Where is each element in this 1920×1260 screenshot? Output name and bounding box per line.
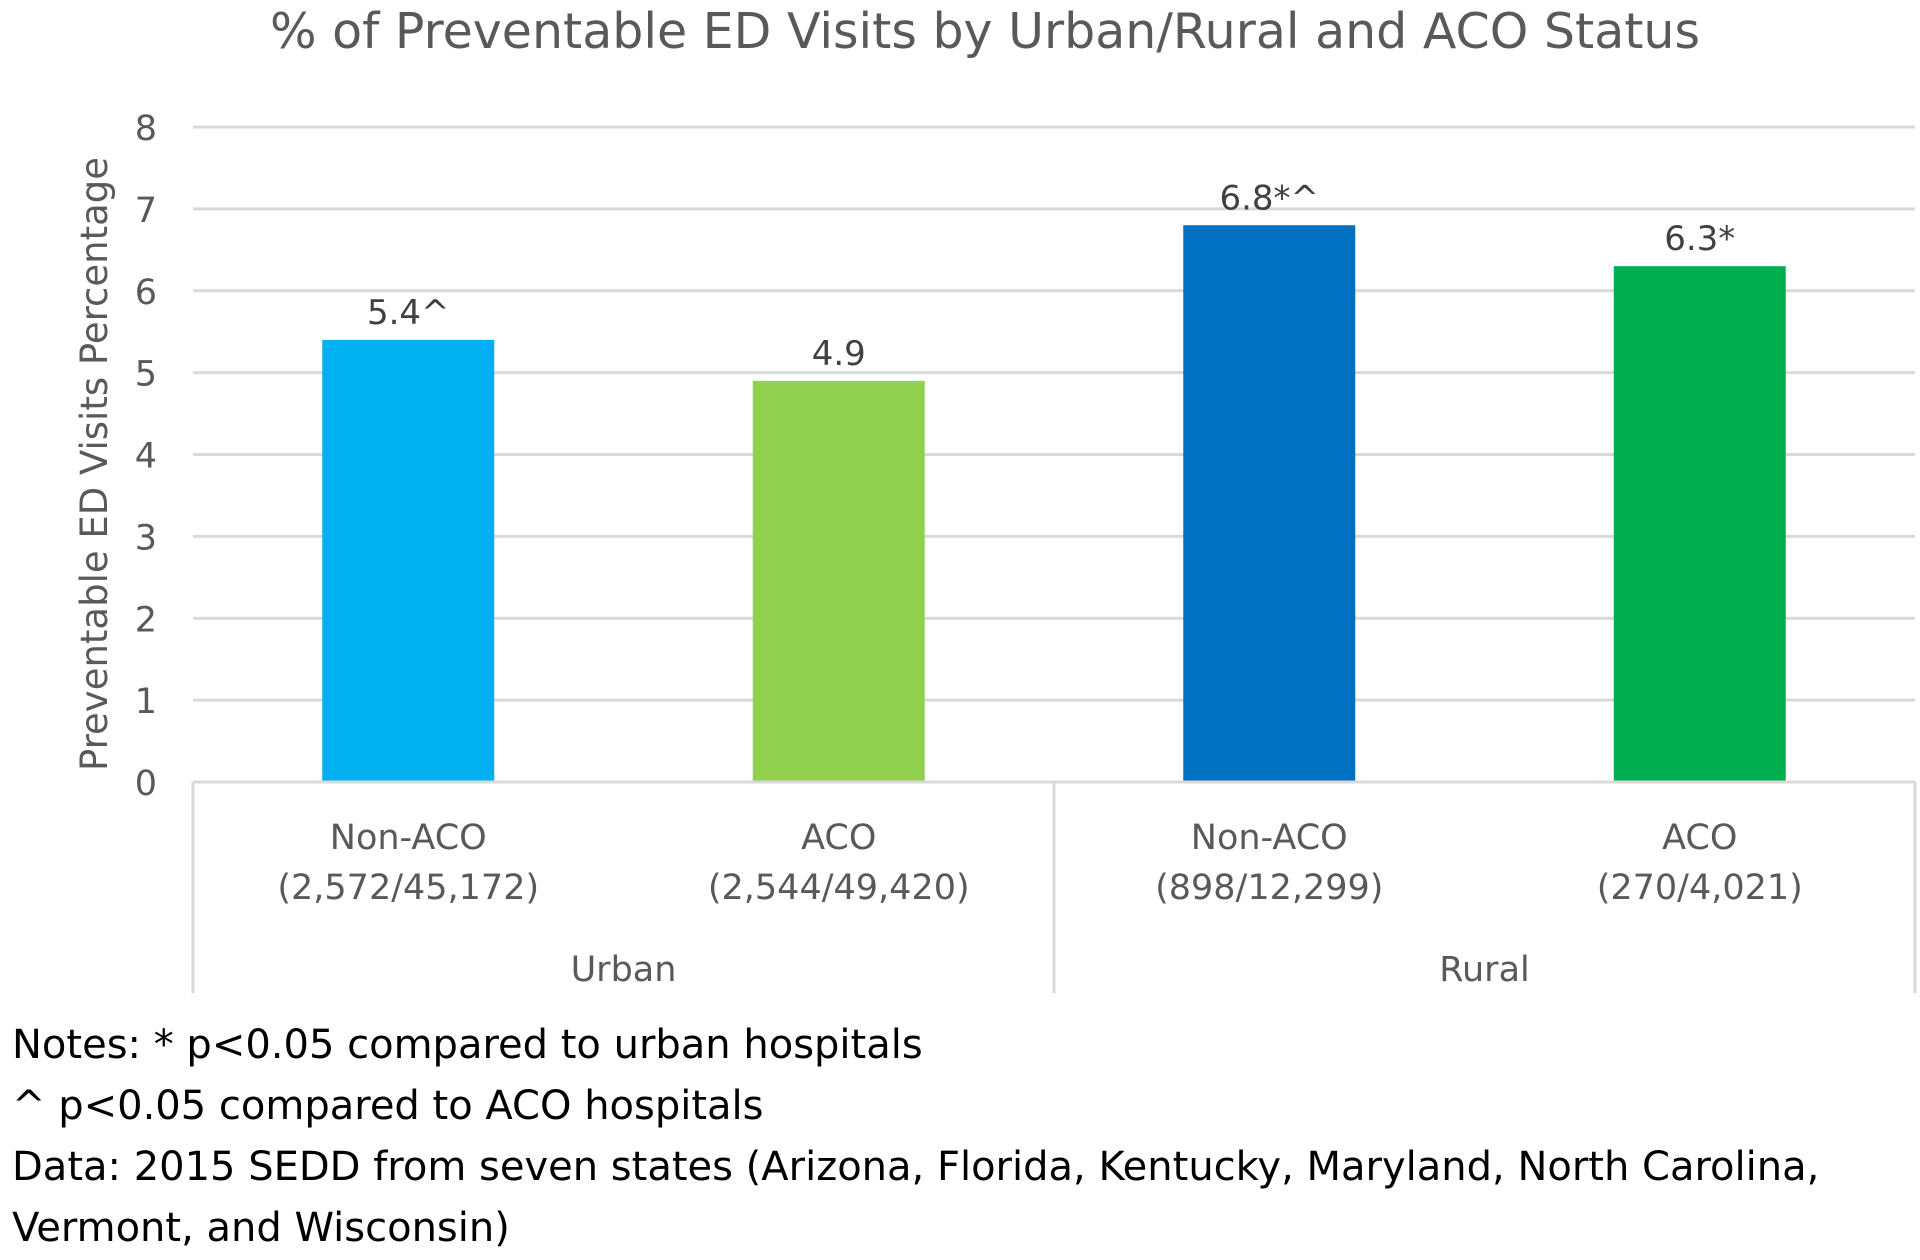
x-category-label: ACO — [801, 818, 876, 858]
y-tick-label: 8 — [135, 109, 157, 149]
chart-title: % of Preventable ED Visits by Urban/Rura… — [270, 3, 1700, 60]
y-tick-label: 3 — [135, 518, 157, 558]
y-axis-label: Preventable ED Visits Percentage — [73, 157, 116, 771]
bar — [1183, 225, 1356, 782]
note-line: Notes: * p<0.05 compared to urban hospit… — [12, 1022, 923, 1068]
y-tick-label: 5 — [135, 355, 157, 395]
data-label: 4.9 — [812, 334, 866, 374]
bars — [322, 225, 1786, 782]
x-category-sublabel: (2,544/49,420) — [708, 868, 970, 908]
x-category-label: Non-ACO — [1191, 818, 1348, 858]
y-tick-label: 1 — [135, 682, 157, 722]
y-tick-label: 6 — [135, 273, 157, 313]
x-category-label: Non-ACO — [330, 818, 487, 858]
bar — [1613, 266, 1786, 782]
x-category-sublabel: (2,572/45,172) — [277, 868, 539, 908]
x-group-label: Urban — [571, 950, 677, 990]
x-axis: Non-ACO (2,572/45,172) ACO (2,544/49,420) No… — [191, 780, 1917, 993]
data-label: 6.8*^ — [1219, 178, 1319, 218]
x-category-sublabel: (898/12,299) — [1155, 868, 1383, 908]
x-group-label: Rural — [1439, 950, 1530, 990]
y-tick-labels: 0 1 2 3 4 5 6 7 8 — [135, 109, 157, 804]
y-tick-label: 0 — [135, 764, 157, 804]
bar — [322, 339, 495, 782]
data-label: 5.4^ — [367, 293, 450, 333]
data-labels: 5.4^ 4.9 6.8*^ 6.3* — [367, 178, 1735, 374]
data-label: 6.3* — [1664, 219, 1735, 259]
y-tick-label: 7 — [135, 191, 157, 231]
chart-container: % of Preventable ED Visits by Urban/Rura… — [73, 3, 1917, 993]
y-tick-label: 2 — [135, 600, 157, 640]
x-category-sublabel: (270/4,021) — [1597, 868, 1803, 908]
bar-chart: % of Preventable ED Visits by Urban/Rura… — [73, 3, 1917, 993]
note-line: Data: 2015 SEDD from seven states (Arizo… — [12, 1144, 1820, 1190]
y-tick-label: 4 — [135, 437, 157, 477]
x-category-label: ACO — [1662, 818, 1737, 858]
note-line: ^ p<0.05 compared to ACO hospitals — [12, 1083, 764, 1129]
note-line: Vermont, and Wisconsin) — [12, 1205, 510, 1251]
bar — [752, 380, 925, 782]
notes: Notes: * p<0.05 compared to urban hospit… — [12, 1015, 1912, 1259]
